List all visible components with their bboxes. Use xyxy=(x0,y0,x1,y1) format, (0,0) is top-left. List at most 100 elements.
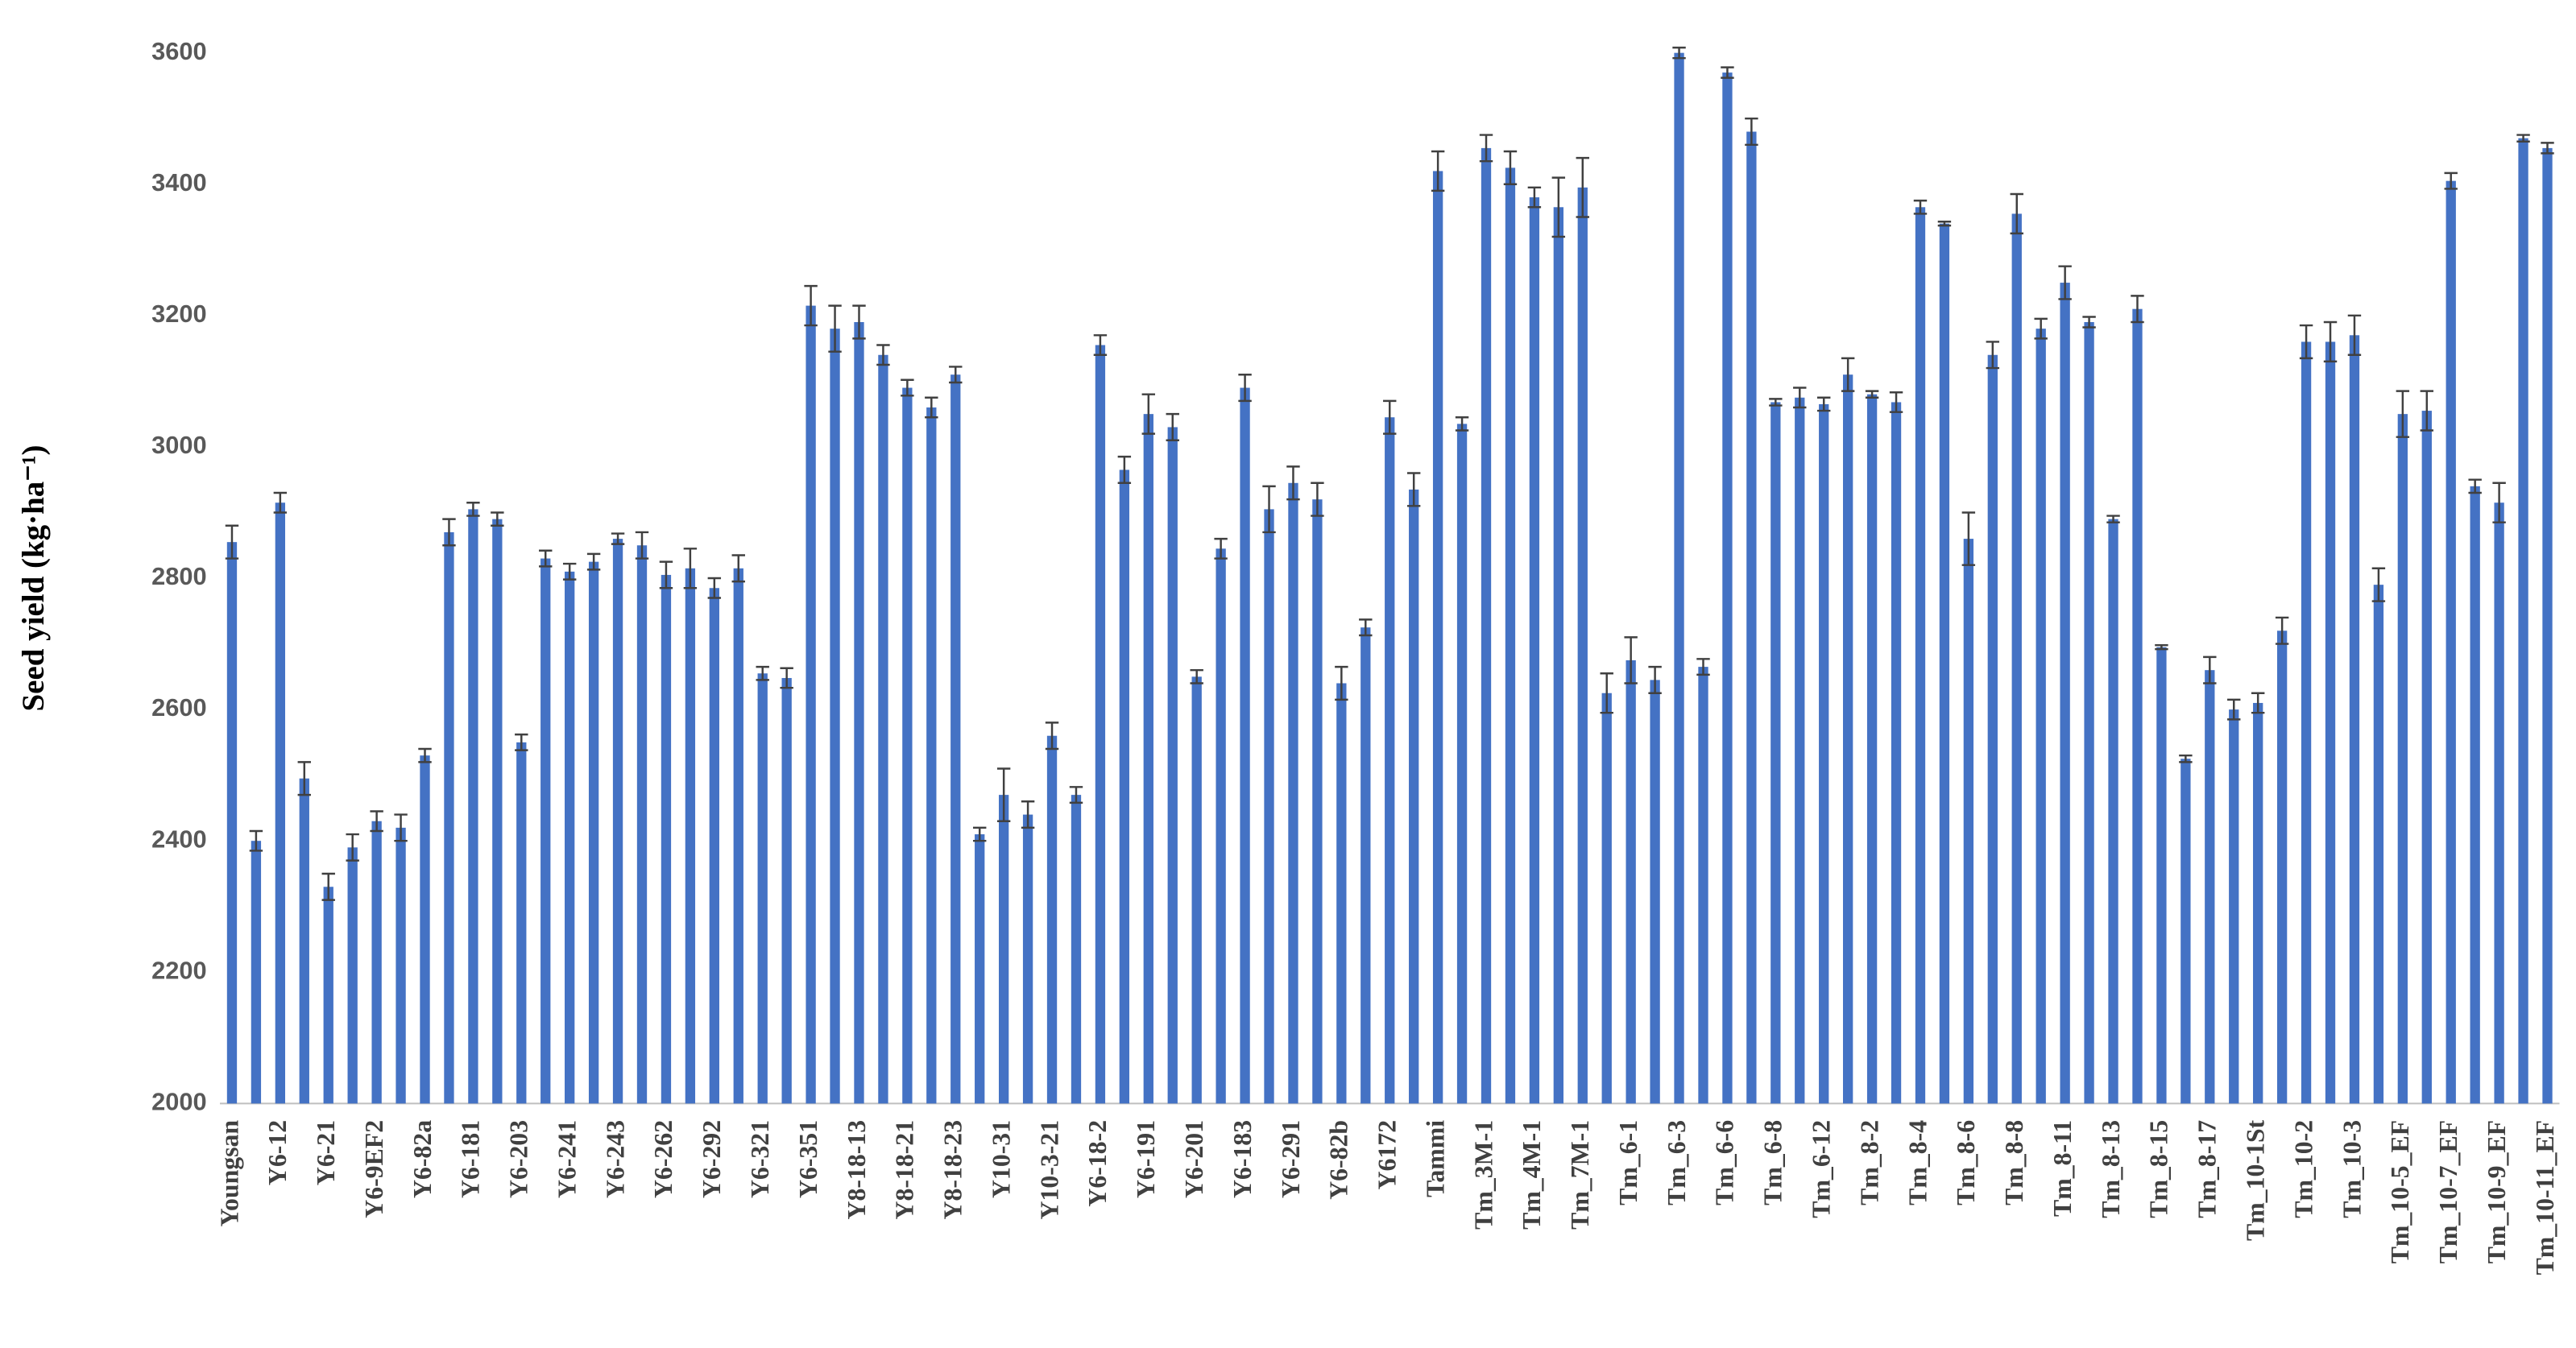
error-bar xyxy=(2444,172,2458,190)
bar xyxy=(2446,180,2456,1104)
x-tick-label: Tm_8-6 xyxy=(1952,1120,1980,1205)
bar xyxy=(1866,394,1878,1104)
error-bar xyxy=(1021,800,1035,829)
bar xyxy=(612,539,623,1104)
bar xyxy=(806,305,816,1104)
error-bar xyxy=(1648,665,1662,694)
error-bar xyxy=(1865,390,1879,399)
error-bar xyxy=(249,829,263,852)
error-bar xyxy=(1721,66,1734,79)
x-tick-label: Tm_8-13 xyxy=(2097,1120,2125,1218)
x-tick-label: Y6-82b xyxy=(1325,1120,1353,1200)
bar xyxy=(2060,283,2070,1104)
error-bar xyxy=(1793,387,1807,409)
error-bar xyxy=(1841,357,1855,392)
bar xyxy=(1216,548,1226,1104)
bar xyxy=(2132,308,2143,1104)
x-tick-label: Tm_10-2 xyxy=(2289,1120,2317,1218)
error-bar xyxy=(1455,416,1469,432)
x-tick-label: Tm_10-1St xyxy=(2241,1119,2269,1241)
bar xyxy=(299,778,309,1104)
error-bar xyxy=(1503,150,1518,185)
x-tick-label: Y8-18-21 xyxy=(891,1120,919,1220)
bar xyxy=(1674,52,1684,1104)
bar xyxy=(902,387,913,1104)
error-bar xyxy=(515,733,528,751)
bar xyxy=(661,574,672,1104)
bar xyxy=(1240,387,1250,1104)
error-bar xyxy=(1311,482,1324,517)
bar xyxy=(757,673,768,1104)
bar xyxy=(2011,213,2022,1104)
error-bar xyxy=(1745,117,1758,147)
bar xyxy=(1842,374,1853,1104)
x-tick-label: Y6-241 xyxy=(553,1120,581,1198)
bar xyxy=(2470,486,2480,1104)
bar xyxy=(1385,417,1395,1104)
bar xyxy=(420,755,430,1104)
y-tick-label: 3600 xyxy=(151,37,206,65)
bar xyxy=(251,841,262,1104)
x-tick-label: Y6-181 xyxy=(457,1120,485,1198)
error-bar xyxy=(1045,722,1059,750)
bar xyxy=(781,677,792,1104)
bar xyxy=(1770,402,1781,1104)
x-tick-label: Y6-291 xyxy=(1277,1120,1305,1198)
bar xyxy=(1650,680,1660,1104)
x-tick-label: Tm_8-15 xyxy=(2145,1120,2173,1218)
error-bar xyxy=(972,826,987,842)
bar xyxy=(1746,131,1757,1104)
error-bar xyxy=(2347,314,2362,356)
bar xyxy=(1819,403,1829,1104)
bar xyxy=(2373,585,2384,1104)
bar xyxy=(1939,223,1950,1104)
bar xyxy=(878,354,888,1104)
bar xyxy=(1698,667,1708,1104)
error-bar xyxy=(2082,316,2096,329)
bar xyxy=(2301,341,2312,1104)
error-bar xyxy=(1624,636,1638,684)
error-bar xyxy=(2323,320,2338,363)
bar xyxy=(2542,147,2553,1104)
error-bar xyxy=(297,761,312,796)
error-bar xyxy=(2106,515,2120,523)
x-tick-label: Y6-351 xyxy=(794,1120,822,1198)
error-bar xyxy=(2541,142,2554,155)
bar xyxy=(347,847,358,1104)
bar xyxy=(1987,354,1998,1104)
x-tick-label: Tm_8-2 xyxy=(1855,1120,1883,1205)
bar xyxy=(1119,469,1130,1104)
bar xyxy=(926,407,937,1104)
bar xyxy=(2494,502,2504,1104)
x-tick-label: Y6-12 xyxy=(263,1120,292,1185)
bar xyxy=(2084,321,2094,1104)
error-bar xyxy=(1817,396,1831,412)
error-bar xyxy=(949,366,963,384)
error-bar xyxy=(1527,186,1542,209)
error-bar xyxy=(2299,324,2313,360)
bar xyxy=(1071,795,1082,1104)
x-tick-label: Y10-31 xyxy=(987,1120,1015,1198)
error-bar xyxy=(2420,390,2433,432)
error-bar xyxy=(2058,265,2072,300)
x-tick-label: Tm_6-8 xyxy=(1759,1120,1787,1205)
x-tick-label: Tm_8-8 xyxy=(2000,1120,2028,1205)
x-tick-label: Y6-203 xyxy=(505,1120,533,1198)
error-bar xyxy=(1141,393,1156,435)
error-bar xyxy=(659,560,673,589)
bar xyxy=(2518,138,2528,1104)
error-bar xyxy=(1986,341,2000,370)
error-bar xyxy=(1889,391,1903,413)
error-bar xyxy=(1961,511,1976,566)
y-tick-label: 2600 xyxy=(151,693,206,722)
error-bar xyxy=(635,531,649,560)
bar xyxy=(492,519,503,1104)
error-bar xyxy=(1576,156,1589,218)
x-tick-label: Y8-18-23 xyxy=(939,1120,967,1220)
error-bar xyxy=(2251,692,2265,714)
error-bar xyxy=(804,284,818,327)
bar xyxy=(830,329,840,1104)
x-tick-label: Y6-18-2 xyxy=(1083,1120,1112,1207)
y-tick-label: 2800 xyxy=(151,562,206,590)
